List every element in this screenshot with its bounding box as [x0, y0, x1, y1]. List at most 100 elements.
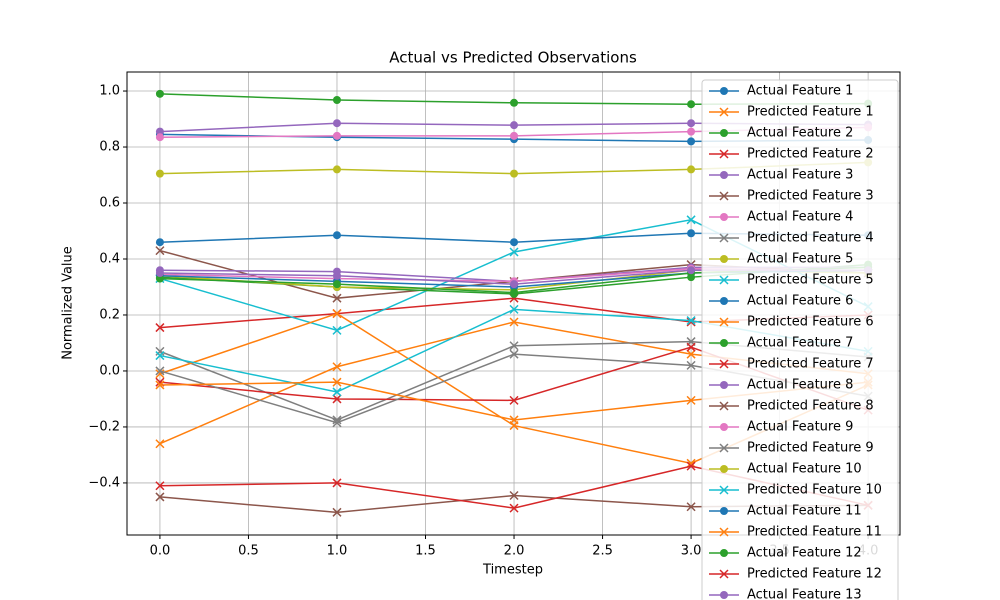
marker: [687, 266, 696, 275]
marker: [686, 461, 696, 471]
y-tick-label: 0.4: [99, 251, 120, 266]
marker: [720, 297, 728, 305]
marker: [155, 238, 164, 247]
legend-label: Actual Feature 6: [747, 294, 853, 309]
legend-label: Actual Feature 4: [747, 210, 853, 225]
marker: [686, 395, 696, 405]
marker: [509, 247, 519, 257]
y-tick-label: 0.2: [99, 307, 120, 322]
marker: [686, 317, 696, 327]
marker: [687, 100, 696, 109]
legend-label: Predicted Feature 5: [747, 273, 874, 288]
marker: [720, 171, 728, 179]
marker: [509, 341, 519, 351]
x-tick-label: 1.0: [327, 544, 348, 559]
marker: [686, 502, 696, 512]
marker: [720, 465, 728, 473]
marker: [510, 238, 519, 247]
marker: [155, 346, 165, 356]
marker: [332, 394, 342, 404]
marker: [719, 149, 729, 159]
marker: [687, 127, 696, 136]
chart-title: Actual vs Predicted Observations: [389, 49, 637, 67]
y-tick-label: 1.0: [99, 84, 120, 99]
marker: [155, 492, 165, 502]
marker: [332, 165, 341, 174]
marker: [510, 288, 519, 297]
marker: [719, 107, 729, 117]
marker: [332, 271, 341, 280]
legend-label: Predicted Feature 6: [747, 315, 874, 330]
marker: [719, 191, 729, 201]
y-tick-label: 0.6: [99, 196, 120, 211]
marker: [719, 275, 729, 285]
marker: [509, 503, 519, 513]
legend-label: Predicted Feature 7: [747, 357, 874, 372]
marker: [509, 415, 519, 425]
marker: [155, 323, 165, 333]
marker: [332, 95, 341, 104]
marker: [510, 121, 519, 130]
marker: [720, 549, 728, 557]
marker: [155, 169, 164, 178]
legend-label: Actual Feature 5: [747, 252, 853, 267]
y-tick-label: 0.8: [99, 140, 120, 155]
marker: [719, 569, 729, 579]
legend-label: Actual Feature 2: [747, 126, 853, 141]
marker: [155, 439, 165, 449]
marker: [155, 246, 165, 256]
marker: [155, 380, 165, 390]
marker: [720, 213, 728, 221]
marker: [686, 316, 696, 326]
marker: [332, 377, 342, 387]
marker: [687, 229, 696, 238]
legend-label: Actual Feature 11: [747, 504, 862, 519]
legend-label: Actual Feature 9: [747, 420, 853, 435]
marker: [719, 233, 729, 243]
marker: [332, 478, 342, 488]
legend-label: Predicted Feature 9: [747, 441, 874, 456]
marker: [332, 131, 341, 140]
marker: [332, 231, 341, 240]
marker: [155, 351, 165, 361]
marker: [509, 395, 519, 405]
marker: [510, 98, 519, 107]
y-tick-label: 0.0: [99, 363, 120, 378]
marker: [686, 360, 696, 370]
legend-label: Actual Feature 1: [747, 84, 853, 99]
legend-label: Predicted Feature 12: [747, 567, 882, 582]
marker: [719, 317, 729, 327]
legend-label: Actual Feature 7: [747, 336, 853, 351]
marker: [332, 293, 342, 303]
marker: [509, 304, 519, 314]
legend-label: Actual Feature 10: [747, 462, 862, 477]
marker: [510, 280, 519, 289]
marker: [155, 481, 165, 491]
x-tick-label: 0.5: [238, 544, 259, 559]
ticks: 0.00.51.01.52.02.53.03.54.0−0.4−0.20.00.…: [88, 84, 878, 559]
marker: [720, 129, 728, 137]
x-tick-label: 2.5: [592, 544, 613, 559]
marker: [719, 527, 729, 537]
x-axis-label: Timestep: [482, 563, 543, 578]
legend-label: Predicted Feature 8: [747, 399, 874, 414]
legend-label: Actual Feature 3: [747, 168, 853, 183]
marker: [686, 342, 696, 352]
marker: [687, 137, 696, 146]
legend-label: Actual Feature 8: [747, 378, 853, 393]
legend-label: Actual Feature 12: [747, 546, 862, 561]
marker: [155, 127, 164, 136]
legend-label: Predicted Feature 1: [747, 105, 874, 120]
marker: [332, 325, 342, 335]
y-axis-label: Normalized Value: [61, 246, 76, 360]
marker: [720, 255, 728, 263]
marker: [719, 485, 729, 495]
marker: [509, 349, 519, 359]
x-tick-label: 3.0: [681, 544, 702, 559]
marker: [686, 215, 696, 225]
marker: [332, 309, 342, 319]
marker: [510, 131, 519, 140]
marker: [719, 401, 729, 411]
x-tick-label: 2.0: [504, 544, 525, 559]
marker: [719, 443, 729, 453]
